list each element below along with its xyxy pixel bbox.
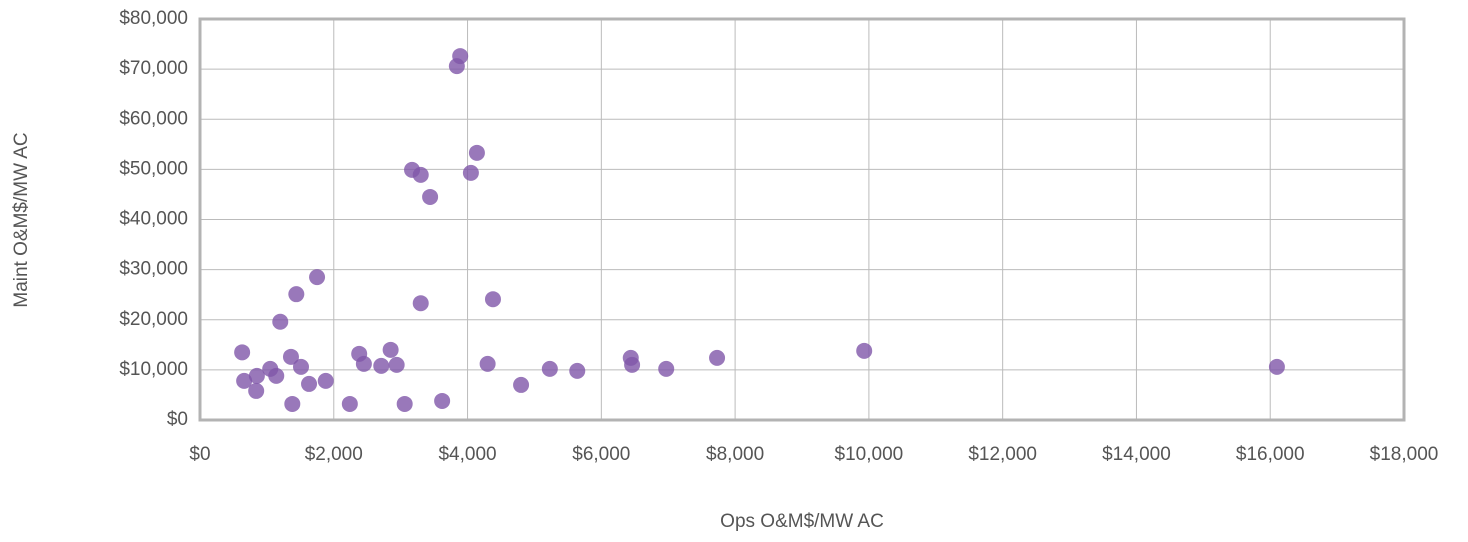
point (513, 376, 530, 393)
point (388, 356, 405, 373)
x-tick-label: $8,000 (706, 444, 764, 465)
x-tick-label: $0 (189, 444, 210, 465)
point (234, 344, 251, 361)
x-tick-label: $6,000 (572, 444, 630, 465)
point (268, 367, 285, 384)
x-tick-label: $16,000 (1236, 444, 1305, 465)
point (541, 360, 558, 377)
y-tick-label: $10,000 (119, 359, 188, 380)
point (856, 342, 873, 359)
y-tick-label: $50,000 (119, 158, 188, 179)
x-tick-label: $18,000 (1370, 444, 1439, 465)
y-tick-label: $30,000 (119, 259, 188, 280)
point (434, 392, 451, 409)
point (479, 355, 496, 372)
y-tick-label: $70,000 (119, 58, 188, 79)
point (288, 286, 305, 303)
point (317, 372, 334, 389)
point (248, 367, 265, 384)
y-tick-label: $80,000 (119, 8, 188, 29)
point (355, 355, 372, 372)
point (373, 357, 390, 374)
plot-frame (198, 17, 1406, 422)
point (462, 164, 479, 181)
y-axis-label: Maint O&M$/MW AC (11, 132, 32, 307)
point (658, 360, 675, 377)
point (293, 358, 310, 375)
point (422, 188, 439, 205)
x-axis-label: Ops O&M$/MW AC (720, 511, 884, 532)
y-tick-label: $40,000 (119, 209, 188, 230)
point (282, 348, 299, 365)
point (569, 362, 586, 379)
x-tick-label: $12,000 (968, 444, 1037, 465)
point (468, 144, 485, 161)
point (396, 395, 413, 412)
point (284, 395, 301, 412)
point (1268, 358, 1285, 375)
point (709, 349, 726, 366)
point (272, 313, 289, 330)
point (412, 166, 429, 183)
point (412, 295, 429, 312)
point (341, 395, 358, 412)
y-tick-label: $0 (167, 409, 188, 430)
y-tick-label: $20,000 (119, 309, 188, 330)
point (301, 375, 318, 392)
point (382, 341, 399, 358)
x-tick-label: $14,000 (1102, 444, 1171, 465)
y-tick-label: $60,000 (119, 108, 188, 129)
point (236, 372, 253, 389)
point (484, 291, 501, 308)
point (248, 382, 265, 399)
x-tick-label: $2,000 (305, 444, 363, 465)
x-tick-label: $10,000 (835, 444, 904, 465)
point (624, 356, 641, 373)
point (309, 269, 326, 286)
x-tick-label: $4,000 (438, 444, 496, 465)
point (452, 48, 469, 65)
